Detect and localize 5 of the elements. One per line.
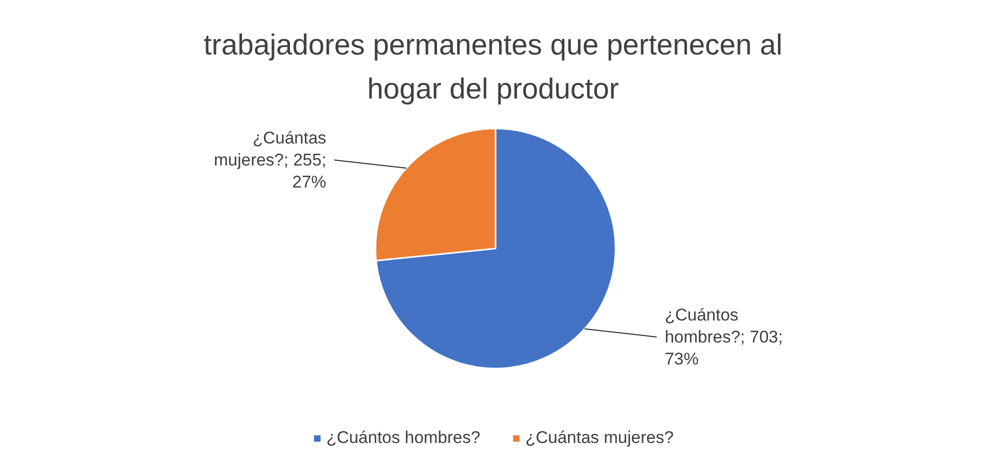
data-label: ¿Cuántos hombres?; 703; 73% [664,305,783,368]
legend-label: ¿Cuántos hombres? [326,428,480,448]
legend-label: ¿Cuántas mujeres? [525,428,674,448]
chart-title: trabajadores permanentes que pertenecen al hogar del productor [204,30,782,106]
data-label: ¿Cuántas mujeres?; 255; 27% [214,128,326,192]
